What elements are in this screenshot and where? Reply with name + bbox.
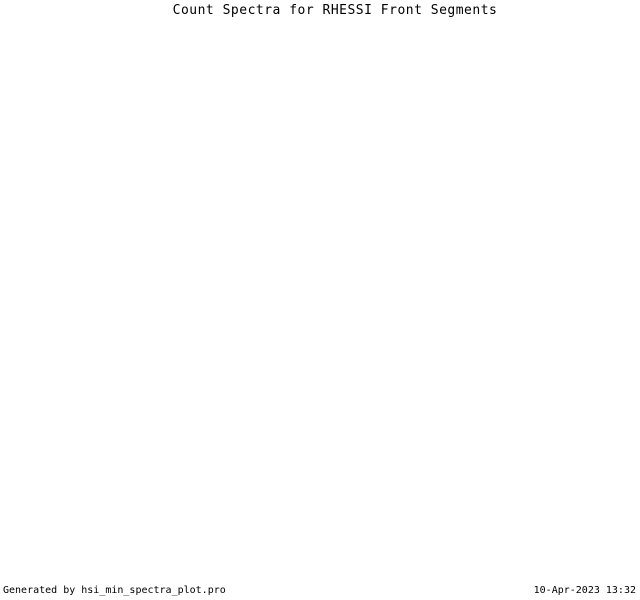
generated-by-label: Generated by hsi_min_spectra_plot.pro [3, 585, 226, 596]
plot-timestamp: 10-Apr-2023 13:32 [533, 585, 636, 596]
chart-title: Count Spectra for RHESSI Front Segments [172, 3, 498, 18]
